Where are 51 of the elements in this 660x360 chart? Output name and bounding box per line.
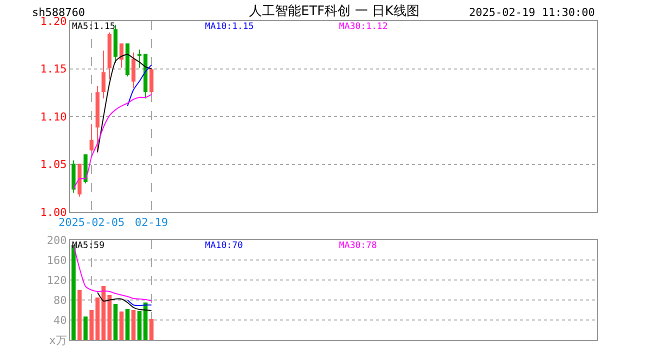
candlestick — [138, 49, 142, 68]
bar — [89, 310, 94, 340]
y-tick-label: 200 — [46, 234, 67, 247]
bar — [83, 316, 88, 340]
bar — [95, 298, 100, 340]
bar — [77, 290, 82, 340]
x-tick-label: 02-19 — [134, 216, 168, 230]
y-tick-label: 1.10 — [40, 110, 67, 124]
bar — [131, 310, 136, 340]
y-tick-label: 1.05 — [40, 158, 67, 172]
candlestick — [126, 43, 130, 77]
x-tick-label: 2025-02-05 — [58, 216, 125, 230]
y-tick-label: x万 — [49, 334, 67, 347]
y-tick-label: 40 — [54, 314, 67, 327]
line-series — [73, 94, 152, 190]
y-tick-label: 80 — [54, 294, 67, 307]
candlestick — [84, 154, 88, 184]
text: MA30:78 — [339, 241, 377, 251]
candlestick — [90, 124, 94, 152]
candlestick — [78, 164, 82, 198]
text: MA10:1.15 — [205, 22, 254, 32]
text: 人工智能ETF科创 一 日K线图 — [249, 4, 420, 19]
bar — [137, 311, 142, 340]
candlestick — [102, 50, 106, 99]
text: MA5:1.15 — [72, 22, 116, 32]
bar — [101, 286, 106, 340]
candlestick — [120, 43, 124, 68]
candlestick — [114, 24, 118, 64]
y-tick-label: 120 — [46, 274, 67, 287]
y-tick-label: 1.15 — [40, 62, 67, 76]
bar — [149, 319, 154, 340]
line-series — [97, 292, 152, 311]
line-series — [126, 64, 152, 106]
bar — [107, 295, 112, 340]
y-tick-label: 1.00 — [40, 206, 67, 219]
candlestick — [96, 85, 100, 154]
bar — [113, 304, 118, 340]
text: MA5:59 — [72, 241, 105, 251]
candlestick — [143, 54, 148, 99]
candlestick — [72, 160, 76, 194]
line-series — [97, 54, 152, 152]
bar — [119, 312, 124, 340]
text: MA30:1.12 — [339, 22, 388, 32]
y-tick-label: 160 — [46, 254, 67, 267]
bar — [125, 309, 130, 340]
candlestick — [132, 52, 136, 88]
text: 2025-02-19 11:30:00 — [469, 6, 595, 19]
candlestick — [149, 67, 154, 94]
text: MA10:70 — [205, 241, 243, 251]
bar — [143, 302, 148, 340]
candlestick — [108, 32, 112, 80]
